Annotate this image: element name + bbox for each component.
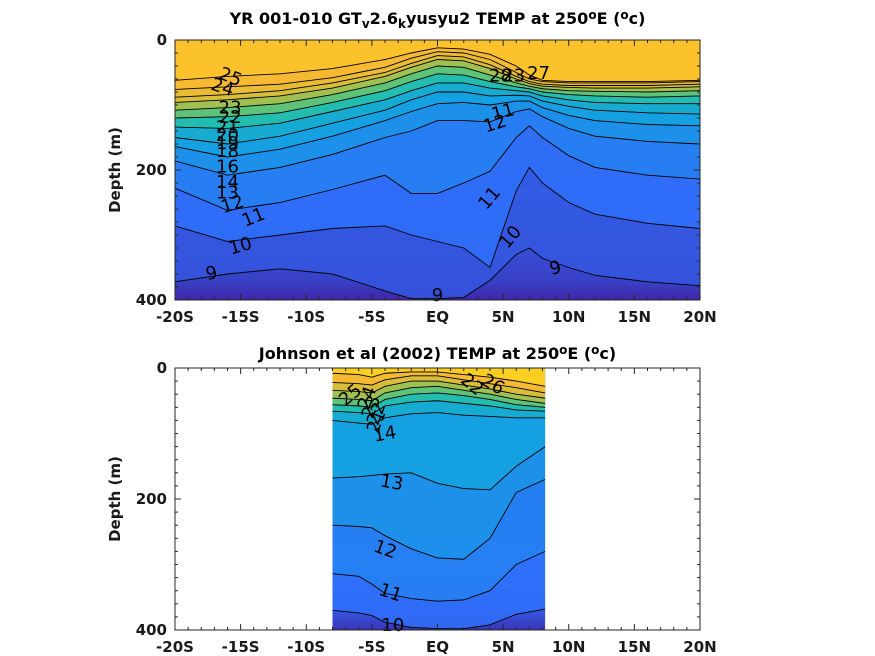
chart-title: YR 001-010 GTv2.6kyusyu2 TEMP at 250oE (… [229,8,646,30]
y-tick-label: 200 [136,490,167,508]
contour-line-20 [332,385,546,404]
title-part: c) [599,344,616,363]
contour-label: 23 [219,97,242,118]
title-part: E ( [567,344,591,363]
x-tick-label: EQ [426,638,449,656]
x-tick-label: EQ [426,308,449,326]
contour-label: 14 [372,422,398,447]
title-part: YR 001-010 GT [229,9,362,28]
contour-label: 16 [216,156,239,177]
title-part: c) [629,9,646,28]
contour-line-14 [175,91,700,145]
contour-line-24 [175,51,700,90]
title-part: o [559,343,567,357]
x-tick-label: -10S [287,638,325,656]
contour-label: 19 [216,133,239,154]
contour-line-23 [175,55,700,98]
x-tick-label: 20N [683,308,716,326]
contour-line-22 [175,59,700,103]
x-tick-label: 10N [552,308,585,326]
contour-label: 22 [219,107,242,128]
x-tick-label: -15S [222,308,260,326]
title-part: o [620,8,628,22]
contour-line-22 [332,380,546,399]
contour-line-16 [175,82,700,129]
x-tick-label: -15S [222,638,260,656]
x-tick-label: 10N [552,638,585,656]
title-part: o [591,343,599,357]
contour-line-20 [175,65,700,111]
title-part: Johnson et al (2002) TEMP at 250 [258,344,559,363]
contour-line-10 [175,166,700,269]
contour-label: 28 [489,65,512,86]
contour-line-11 [175,125,700,211]
contour-line-11 [332,550,546,602]
contour-label: 21 [216,117,239,138]
title-part: E ( [597,9,621,28]
contour-label: 13 [379,470,405,495]
contour-line-18 [332,392,546,408]
title-part: v [362,17,370,31]
title-part: o [588,8,596,22]
contour-fill-layer [332,368,546,630]
x-tick-label: -10S [287,308,325,326]
contour-label: 27 [527,63,550,84]
title-part: yusyu2 TEMP at 250 [406,9,588,28]
contour-line-25 [175,47,700,83]
contour-label: 14 [216,172,239,193]
contour-line-12 [175,108,700,176]
x-tick-label: -5S [358,638,385,656]
contour-label: 9 [547,257,563,280]
contour-label: 18 [216,141,239,162]
x-tick-label: 15N [618,638,651,656]
contour-label: 10 [381,615,404,636]
x-tick-label: 5N [492,638,515,656]
contour-line-13 [332,446,546,491]
contour-line-14 [332,412,546,425]
x-tick-label: 15N [618,308,651,326]
contour-line-24 [332,375,546,394]
y-tick-label: 400 [136,291,167,309]
x-tick-label: -20S [156,308,194,326]
contour-label: 13 [216,182,239,203]
y-axis-label: Depth (m) [106,127,124,213]
y-tick-label: 0 [157,31,167,49]
y-tick-label: 0 [157,359,167,377]
contour-line-18 [175,73,700,119]
contour-line-9 [175,247,700,300]
contour-line-16 [332,400,546,415]
title-part: k [398,17,407,31]
contour-line-13 [175,100,700,158]
title-part: 2.6 [370,9,398,28]
contour-band-26 [332,368,546,387]
contour-line-12 [332,478,546,560]
contour-fill-layer [175,40,700,300]
y-axis-label: Depth (m) [106,456,124,542]
x-tick-label: -20S [156,638,194,656]
contour-line-26 [332,371,546,387]
y-tick-label: 200 [136,161,167,179]
x-tick-label: -5S [358,308,385,326]
x-tick-label: 5N [492,308,515,326]
contour-label: 9 [204,262,220,285]
contour-label: 20 [216,125,239,146]
contour-label: 23 [502,65,525,86]
chart-title: Johnson et al (2002) TEMP at 250oE (oc) [258,343,616,363]
x-tick-label: 20N [683,638,716,656]
y-tick-label: 400 [136,621,167,639]
